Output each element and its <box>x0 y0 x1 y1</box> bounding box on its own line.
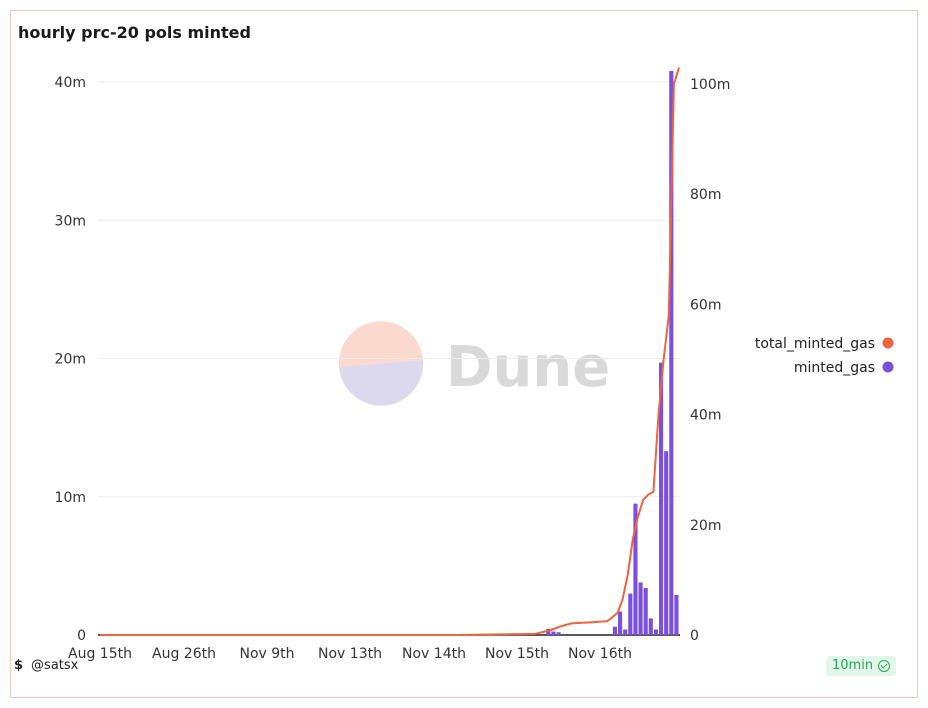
bar <box>648 618 653 635</box>
x-tick-label: Nov 15th <box>485 646 549 662</box>
x-tick-label: Aug 15th <box>68 646 132 662</box>
bar <box>674 594 679 635</box>
y-right-tick-label: 60m <box>690 297 721 313</box>
bar <box>551 631 556 635</box>
x-tick-label: Aug 26th <box>152 646 216 662</box>
legend-label: minted_gas <box>794 360 875 376</box>
chart-card: hourly prc-20 pols minted <box>10 10 918 698</box>
x-tick-label: Nov 13th <box>318 646 382 662</box>
y-right-tick-label: 0 <box>690 628 699 644</box>
legend-marker <box>882 361 894 373</box>
y-right-tick-label: 20m <box>690 518 721 534</box>
refresh-badge[interactable]: 10min <box>826 656 897 676</box>
legend-marker <box>882 337 894 349</box>
bar <box>653 629 659 635</box>
x-tick-label: Nov 14th <box>402 646 466 662</box>
bar <box>669 70 674 635</box>
watermark-text: Dune <box>446 335 610 400</box>
x-tick-label: Nov 16th <box>568 646 632 662</box>
refresh-interval: 10min <box>832 658 874 673</box>
legend-label: total_minted_gas <box>755 336 875 352</box>
y-left-tick-label: 40m <box>55 75 86 91</box>
series-line <box>100 67 680 636</box>
bar <box>628 593 633 635</box>
bar <box>664 451 669 635</box>
author-handle: @satsx <box>31 658 79 673</box>
author-credit[interactable]: $ @satsx <box>14 658 78 673</box>
chart-title: hourly prc-20 pols minted <box>18 23 251 42</box>
check-circle-icon <box>878 660 891 672</box>
y-left-tick-label: 20m <box>55 352 86 368</box>
y-left-tick-label: 10m <box>55 490 86 506</box>
bar <box>618 611 623 635</box>
x-tick-label: Nov 9th <box>239 646 294 662</box>
bar <box>638 582 643 635</box>
dollar-icon: $ <box>14 658 24 673</box>
bar <box>556 632 561 635</box>
y-right-tick-label: 40m <box>690 408 721 424</box>
bar <box>612 626 618 635</box>
watermark-logo-bottom <box>339 360 424 406</box>
y-left-tick-label: 0 <box>77 628 86 644</box>
bar <box>623 629 628 635</box>
y-right-tick-label: 100m <box>690 77 730 93</box>
bar <box>643 587 648 635</box>
bar <box>546 628 551 635</box>
y-left-tick-label: 30m <box>55 213 86 229</box>
bar <box>633 503 638 635</box>
bar <box>659 362 664 635</box>
y-right-tick-label: 80m <box>690 187 721 203</box>
watermark-logo-top <box>338 321 423 367</box>
